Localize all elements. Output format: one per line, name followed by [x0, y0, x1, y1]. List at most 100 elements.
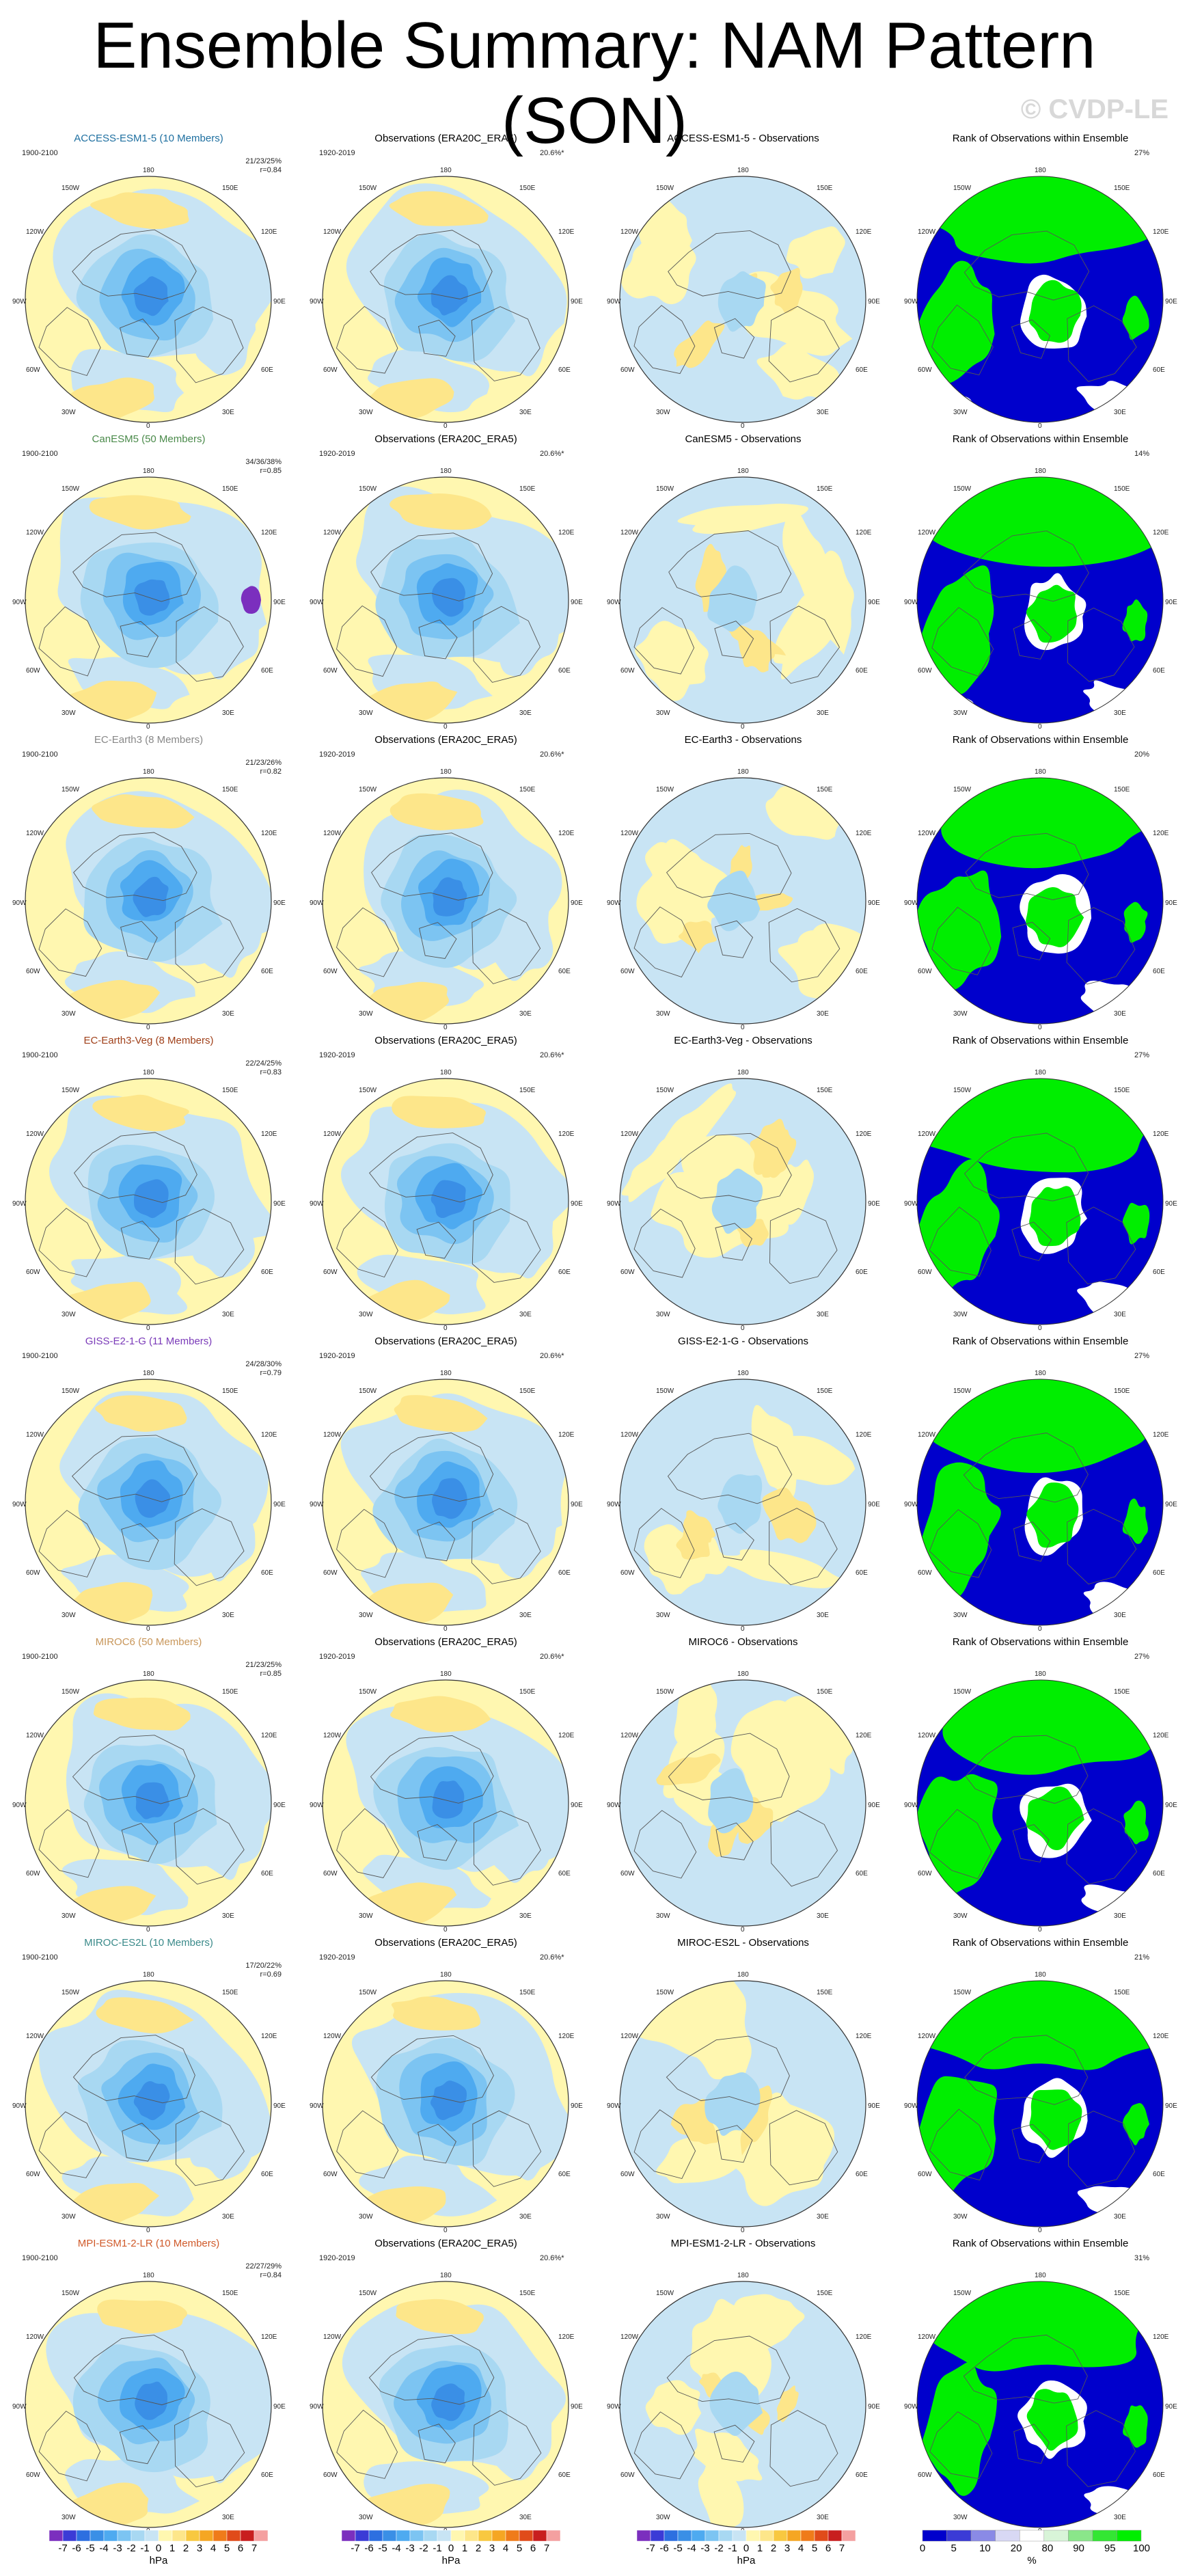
positive-anomaly-region: [761, 1129, 797, 1178]
coastline-outline: [931, 607, 994, 677]
diff-map: [619, 777, 866, 1025]
rank-panel-title: Rank of Observations within Ensemble: [952, 734, 1129, 746]
longitude-label: 150W: [359, 786, 377, 794]
high-rank-region: [1026, 584, 1077, 643]
positive-anomaly-region: [677, 503, 808, 534]
colorbar-tick-label: -5: [85, 2543, 95, 2554]
positive-anomaly-region: [389, 191, 489, 226]
pattern-correlation-label: r=0.79: [260, 1369, 282, 1377]
longitude-label: 90E: [1165, 599, 1177, 606]
coastline-outline: [336, 306, 398, 374]
longitude-label: 30W: [656, 709, 670, 717]
coastline-outline: [370, 1735, 494, 1804]
longitude-label: 90W: [310, 1501, 324, 1508]
positive-anomaly-region: [765, 785, 840, 840]
longitude-label: 0: [1038, 2227, 1042, 2234]
colorbar-tick-label: 3: [489, 2543, 495, 2554]
longitude-label: 0: [146, 1625, 150, 1633]
longitude-label: 90W: [310, 298, 324, 306]
longitude-label: 90E: [868, 2403, 880, 2411]
longitude-label: 30W: [62, 1912, 76, 1920]
obs-map: [322, 176, 569, 423]
longitude-label: 90E: [273, 2403, 286, 2411]
longitude-label: 0: [1038, 1024, 1042, 1031]
coastline-outline: [1067, 305, 1137, 382]
longitude-label: 90W: [12, 298, 27, 306]
coastline-outline: [120, 1221, 160, 1260]
coastline-outline: [963, 1433, 1089, 1503]
longitude-label: 120E: [558, 529, 575, 537]
map-border: [619, 1379, 866, 1626]
longitude-label: 90W: [310, 2102, 324, 2110]
coastline-outline: [1013, 1521, 1051, 1562]
longitude-label: 180: [1035, 1670, 1046, 1678]
coastline-outline: [473, 606, 541, 683]
colorbar-tick-label: 0: [448, 2543, 454, 2554]
ensemble-row: MIROC-ES2L (10 Members) 1900-2100 17/20/22…: [0, 1927, 1189, 2234]
model-stats: 21/23/26% r=0.82: [220, 759, 282, 776]
longitude-label: 90E: [1165, 899, 1177, 907]
rank-percentage-label: 27%: [1134, 1352, 1150, 1360]
diff-map: [619, 1379, 866, 1626]
high-rank-region: [920, 565, 994, 695]
map-border: [322, 1379, 569, 1626]
positive-anomaly-region: [782, 504, 847, 619]
coastline-outline: [121, 1823, 159, 1862]
map-border: [25, 1379, 272, 1626]
high-rank-region: [1026, 2389, 1078, 2451]
coastline-outline: [668, 1733, 790, 1804]
page-title: Ensemble Summary: NAM Pattern (SON): [93, 9, 1096, 157]
longitude-label: 180: [737, 167, 749, 174]
high-rank-region: [1122, 1498, 1148, 1545]
longitude-label: 150W: [62, 1087, 80, 1094]
coastline-outline: [73, 2335, 196, 2406]
longitude-label: 150E: [1114, 485, 1130, 493]
longitude-label: 180: [1035, 1069, 1046, 1076]
colorbar-tick-label: 0: [155, 2543, 162, 2554]
obs-variance-label: 20.6%*: [540, 1953, 564, 1962]
rank-panel: Rank of Observations within Ensemble 14% 1…: [892, 424, 1189, 731]
extreme-anomaly-region: [241, 586, 262, 614]
colorbar-swatch: [185, 2530, 200, 2542]
map-border: [322, 176, 569, 423]
longitude-label: 0: [146, 1926, 150, 1934]
map-border: [322, 1980, 569, 2227]
longitude-label: 180: [1035, 467, 1046, 475]
longitude-label: 90E: [1165, 298, 1177, 306]
longitude-label: 150E: [817, 786, 833, 794]
colorbar-swatches: [49, 2530, 269, 2542]
rank-panel-title: Rank of Observations within Ensemble: [952, 1035, 1129, 1046]
longitude-label: 120W: [620, 2333, 639, 2341]
negative-anomaly-region: [133, 876, 169, 917]
longitude-label: 180: [143, 467, 154, 475]
observations-panel: Observations (ERA20C_ERA5) 1920-2019 20.6%…: [297, 1927, 594, 2234]
longitude-label: 0: [1038, 1325, 1042, 1332]
longitude-label: 120E: [558, 1130, 575, 1138]
colorbar-swatch: [546, 2530, 561, 2542]
coastline-outline: [471, 1508, 541, 1584]
colorbar-swatch: [705, 2530, 720, 2542]
hpa-colorbar: -7 -6 -5 -4 -3 -2 -1 0 1 2 3 4 5 6 7 hPa: [335, 2529, 567, 2570]
mid-rank-region: [1077, 2186, 1163, 2227]
colorbar-tick-label: -2: [714, 2543, 724, 2554]
longitude-label: 120E: [1153, 830, 1169, 837]
longitude-label: 90W: [607, 599, 621, 606]
longitude-label: 90W: [310, 599, 324, 606]
variance-range-label: 22/27/29%: [245, 2262, 282, 2270]
longitude-label: 150E: [222, 2290, 238, 2297]
coastline-outline: [1012, 921, 1051, 960]
longitude-label: 150W: [359, 1387, 377, 1395]
negative-anomaly-region: [432, 578, 465, 617]
colorbar-swatch: [746, 2530, 761, 2542]
longitude-label: 60W: [323, 1870, 338, 1877]
obs-period-label: 1920-2019: [319, 2254, 355, 2262]
longitude-label: 90W: [607, 298, 621, 306]
colorbar-swatch: [664, 2530, 679, 2542]
positive-anomaly-region: [674, 1680, 718, 1747]
coastline-outline: [770, 1810, 838, 1887]
colorbar-tick-label: -6: [364, 2543, 374, 2554]
longitude-label: 180: [440, 1971, 452, 1979]
model-stats: 24/28/30% r=0.79: [220, 1360, 282, 1378]
longitude-label: 120W: [918, 228, 936, 236]
longitude-label: 60E: [261, 1269, 273, 1276]
